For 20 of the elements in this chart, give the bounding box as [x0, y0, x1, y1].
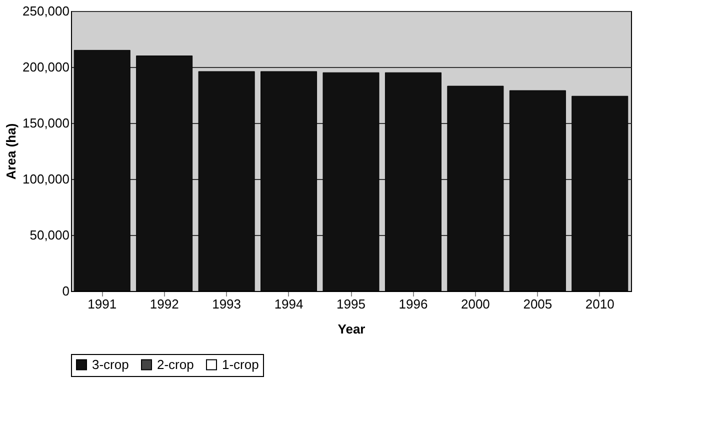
- x-tick-label: 1993: [212, 296, 242, 312]
- y-tick-label: 200,000: [22, 60, 70, 74]
- x-tick-label: 1994: [274, 296, 304, 312]
- y-axis-title: Area (ha): [4, 123, 19, 180]
- x-tick-label: 1991: [88, 296, 117, 312]
- x-tick-label: 2005: [523, 296, 552, 312]
- y-tick-label: 250,000: [22, 4, 70, 18]
- legend-label: 2-crop: [157, 356, 194, 372]
- x-tick-label: 1995: [336, 296, 366, 312]
- y-tick-label: 0: [62, 284, 70, 298]
- y-tick-label: 150,000: [22, 116, 70, 130]
- x-axis-title: Year: [338, 322, 366, 336]
- x-tick-label: 1992: [150, 296, 179, 312]
- x-tick-label: 2010: [585, 296, 614, 312]
- legend-label: 3-crop: [92, 356, 129, 372]
- x-tick-label: 2000: [460, 296, 490, 312]
- legend-label: 1-crop: [222, 356, 259, 372]
- y-tick-label: 100,000: [22, 172, 70, 186]
- y-tick-label: 50,000: [30, 228, 70, 242]
- x-tick-label: 1996: [398, 296, 428, 312]
